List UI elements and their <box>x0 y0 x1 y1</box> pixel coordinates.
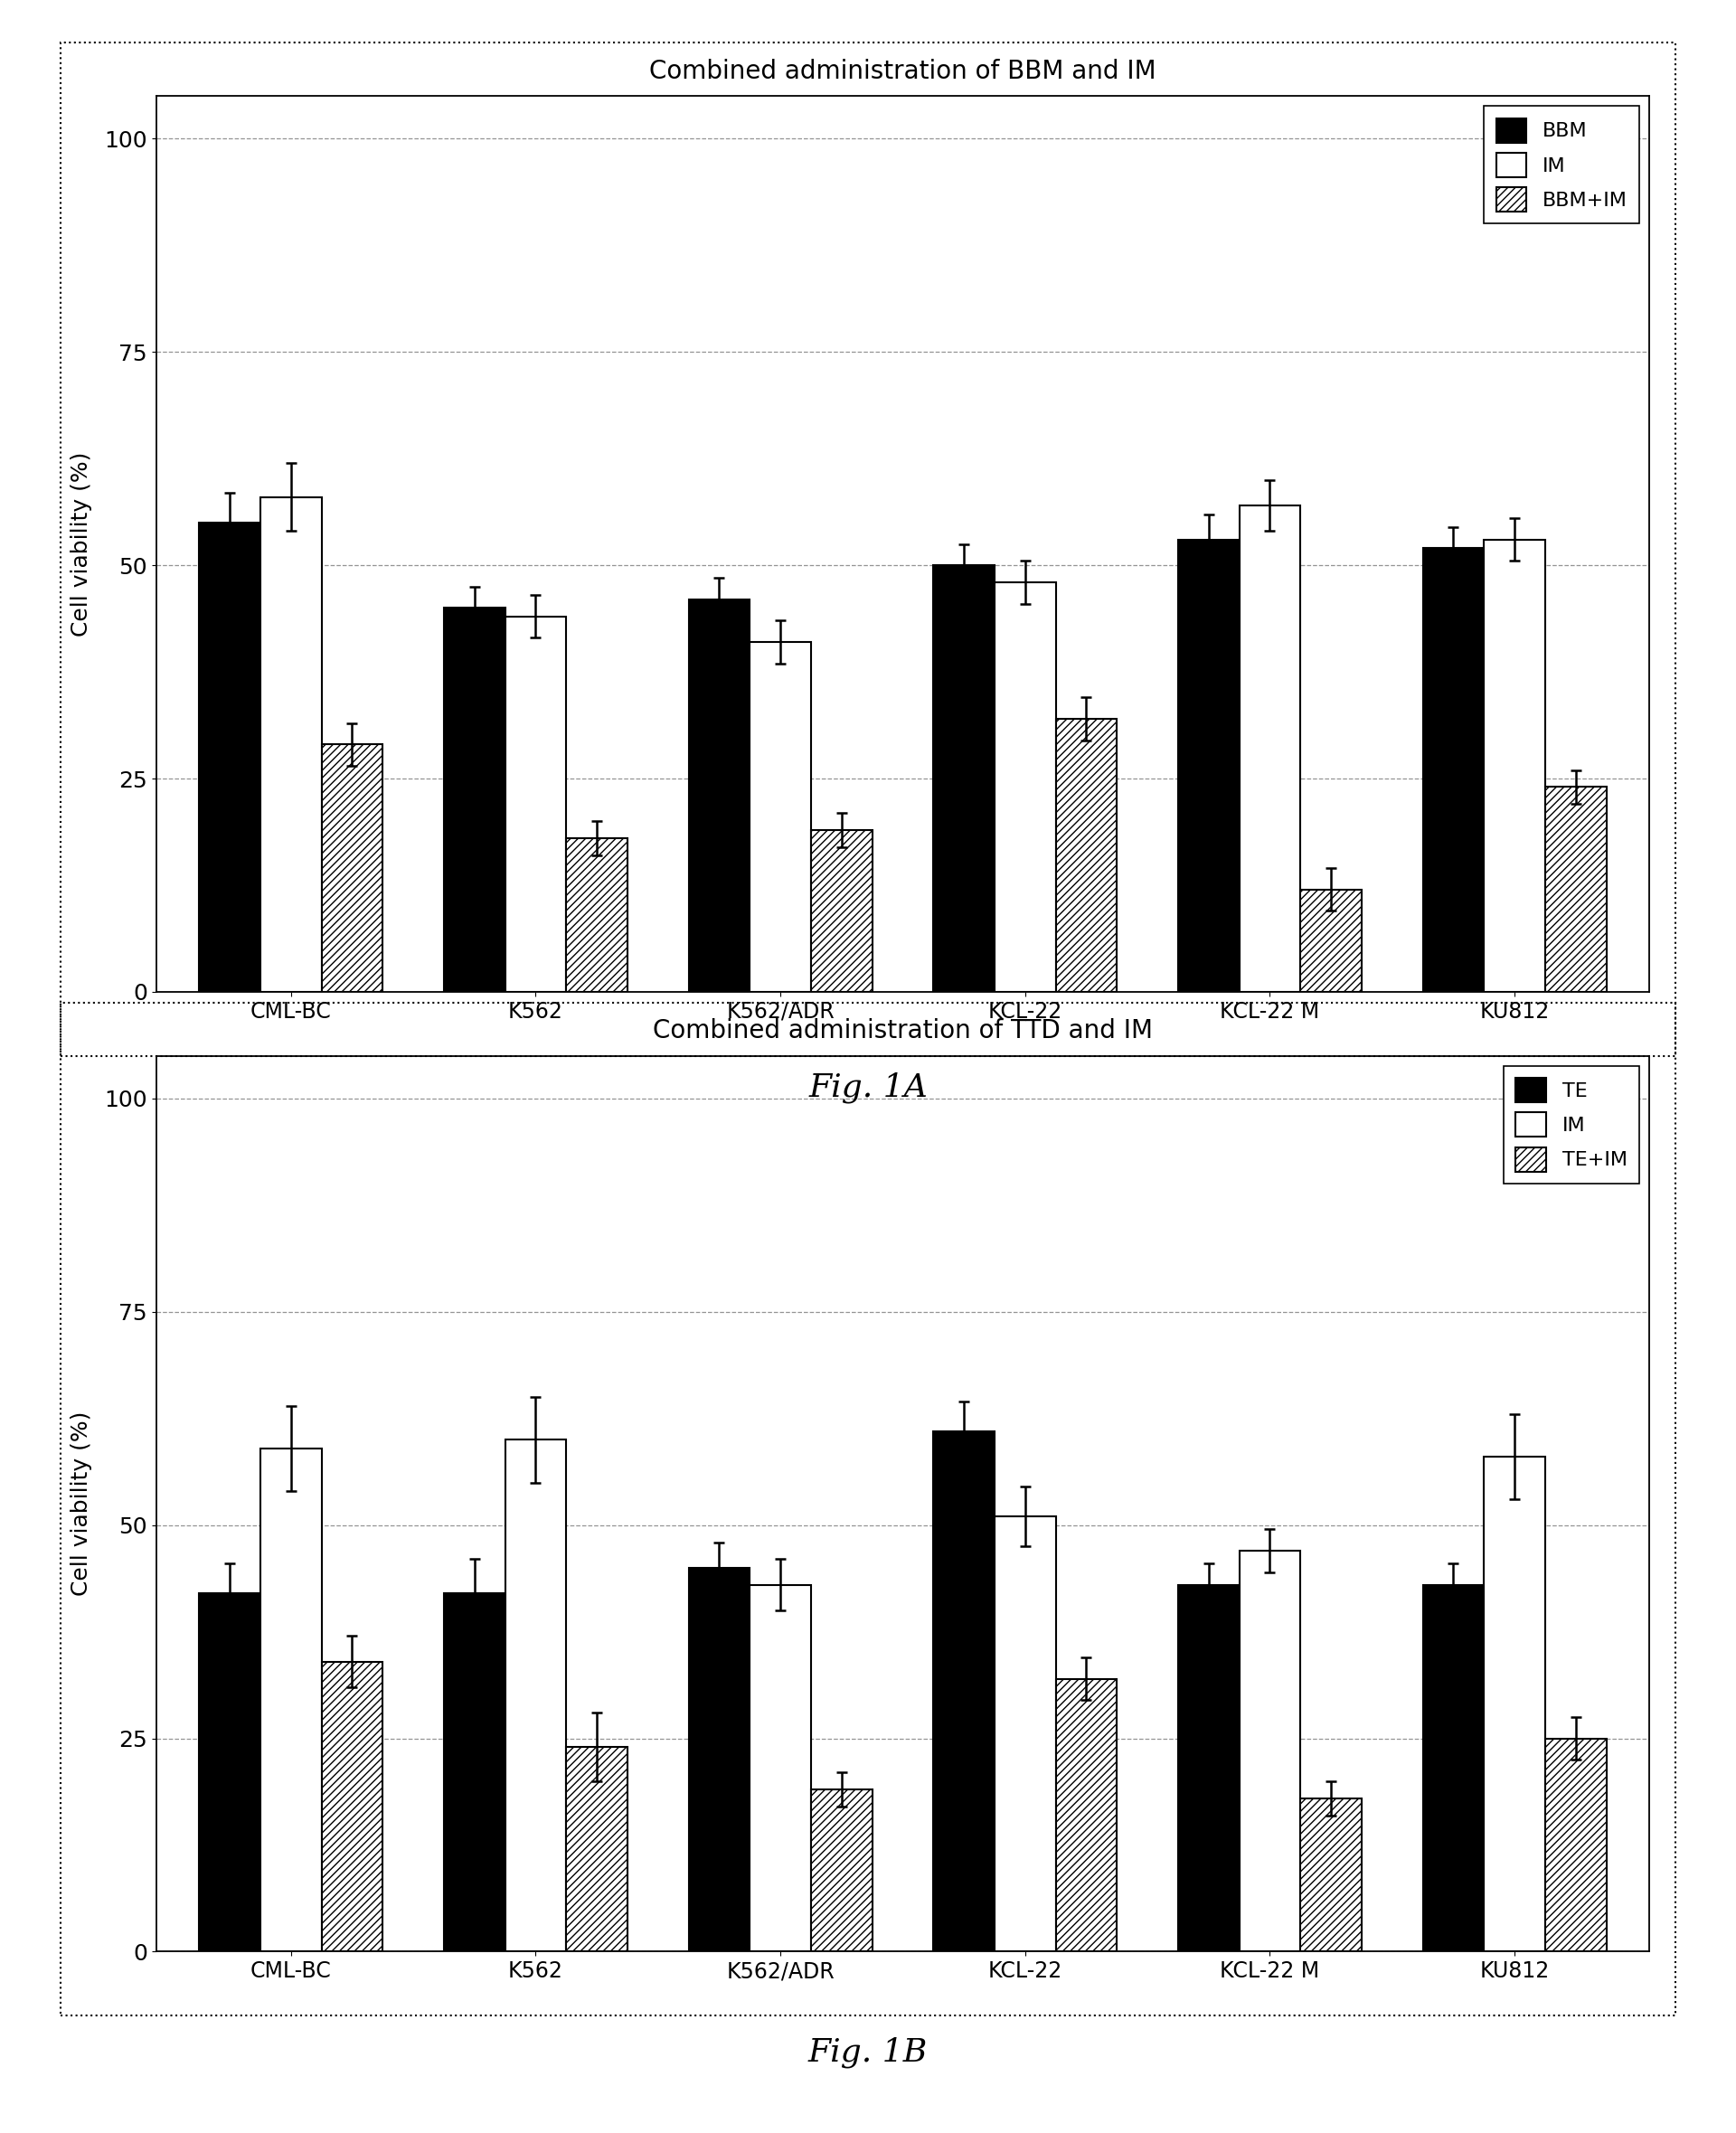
Bar <box>200 523 260 992</box>
Bar <box>1179 540 1240 992</box>
Y-axis label: Cell viability (%): Cell viability (%) <box>69 1412 92 1595</box>
Bar <box>1424 1585 1484 1952</box>
Title: Combined administration of BBM and IM: Combined administration of BBM and IM <box>649 58 1156 83</box>
Bar <box>1179 1585 1240 1952</box>
Text: Fig. 1A: Fig. 1A <box>809 1073 927 1103</box>
Bar <box>934 565 995 992</box>
Bar <box>995 582 1055 992</box>
Bar <box>811 1790 871 1952</box>
Bar <box>1545 1738 1606 1952</box>
Legend: BBM, IM, BBM+IM: BBM, IM, BBM+IM <box>1484 107 1639 224</box>
Bar <box>1484 540 1545 992</box>
Bar <box>1545 787 1606 992</box>
Bar <box>689 599 750 992</box>
Bar <box>1055 719 1116 992</box>
Bar <box>995 1517 1055 1952</box>
Bar <box>1300 1798 1361 1952</box>
Bar <box>1055 1679 1116 1952</box>
Bar <box>1300 889 1361 992</box>
Text: Fig. 1B: Fig. 1B <box>809 2037 927 2067</box>
Bar <box>444 1593 505 1952</box>
Bar <box>444 608 505 992</box>
Bar <box>689 1568 750 1952</box>
Legend: TE, IM, TE+IM: TE, IM, TE+IM <box>1503 1066 1639 1184</box>
Bar <box>934 1431 995 1952</box>
Bar <box>566 838 627 992</box>
Bar <box>260 1448 321 1952</box>
Bar <box>505 616 566 992</box>
Bar <box>566 1747 627 1952</box>
Bar <box>260 497 321 992</box>
Bar <box>1240 506 1300 992</box>
Bar <box>200 1593 260 1952</box>
Bar <box>1484 1457 1545 1952</box>
Bar <box>750 1585 811 1952</box>
Bar <box>321 744 382 992</box>
Bar <box>505 1440 566 1952</box>
Bar <box>1424 548 1484 992</box>
Bar <box>811 830 871 992</box>
Bar <box>750 642 811 992</box>
Y-axis label: Cell viability (%): Cell viability (%) <box>69 452 92 636</box>
Bar <box>1240 1551 1300 1952</box>
Bar <box>321 1662 382 1952</box>
Title: Combined administration of TTD and IM: Combined administration of TTD and IM <box>653 1017 1153 1043</box>
